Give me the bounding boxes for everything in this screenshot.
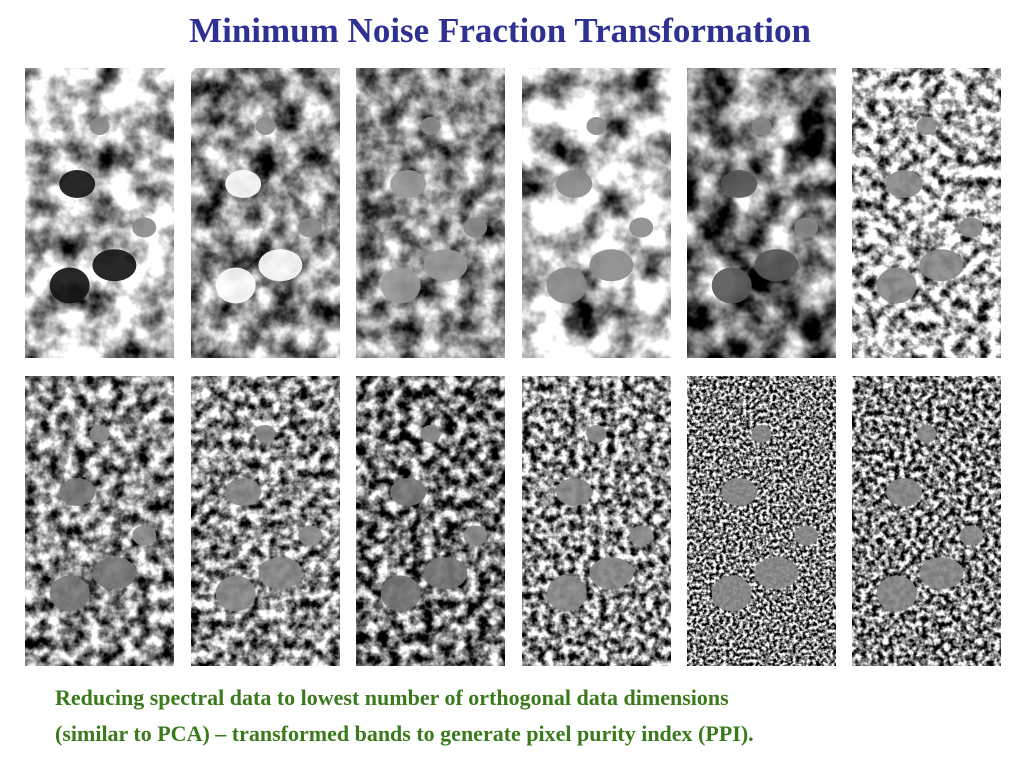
image-grid	[25, 68, 1001, 666]
masked-patch	[89, 117, 110, 135]
band-image	[687, 68, 836, 358]
masked-patch	[132, 525, 157, 546]
masked-patch	[49, 575, 90, 612]
band-texture	[852, 68, 1001, 358]
band-texture	[191, 68, 340, 358]
masked-patch	[876, 267, 917, 304]
masked-patch	[919, 557, 964, 590]
masked-patch	[586, 425, 607, 443]
masked-patch	[754, 557, 799, 590]
masked-patch	[89, 425, 110, 443]
masked-patch	[721, 170, 758, 198]
masked-patch	[876, 575, 917, 612]
masked-patch	[794, 217, 819, 238]
band-texture	[356, 68, 505, 358]
masked-patch	[380, 267, 421, 304]
masked-patch	[916, 117, 937, 135]
band-image	[356, 376, 505, 666]
masked-patch	[886, 170, 923, 198]
masked-patch	[298, 217, 323, 238]
masked-patch	[225, 478, 262, 506]
band-texture	[522, 376, 671, 666]
masked-patch	[546, 267, 587, 304]
masked-patch	[390, 478, 427, 506]
band-image	[522, 376, 671, 666]
masked-patch	[258, 249, 303, 282]
masked-patch	[721, 478, 758, 506]
masked-patch	[463, 217, 488, 238]
masked-patch	[959, 217, 984, 238]
masked-patch	[629, 525, 654, 546]
masked-patch	[215, 575, 256, 612]
band-image	[852, 68, 1001, 358]
masked-patch	[59, 478, 96, 506]
masked-patch	[556, 170, 593, 198]
masked-patch	[423, 557, 468, 590]
masked-patch	[556, 478, 593, 506]
masked-patch	[794, 525, 819, 546]
masked-patch	[546, 575, 587, 612]
masked-patch	[423, 249, 468, 282]
masked-patch	[380, 575, 421, 612]
masked-patch	[919, 249, 964, 282]
band-image	[356, 68, 505, 358]
band-texture	[25, 376, 174, 666]
masked-patch	[629, 217, 654, 238]
band-image	[852, 376, 1001, 666]
masked-patch	[92, 557, 137, 590]
masked-patch	[754, 249, 799, 282]
masked-patch	[886, 478, 923, 506]
band-texture	[191, 376, 340, 666]
caption-line: (similar to PCA) – transformed bands to …	[55, 721, 754, 746]
masked-patch	[59, 170, 96, 198]
masked-patch	[589, 557, 634, 590]
band-image	[522, 68, 671, 358]
masked-patch	[586, 117, 607, 135]
masked-patch	[751, 425, 772, 443]
masked-patch	[420, 425, 441, 443]
masked-patch	[258, 557, 303, 590]
band-texture	[687, 68, 836, 358]
masked-patch	[420, 117, 441, 135]
masked-patch	[751, 117, 772, 135]
masked-patch	[49, 267, 90, 304]
band-texture	[852, 376, 1001, 666]
band-texture	[25, 68, 174, 358]
masked-patch	[255, 117, 276, 135]
band-texture	[687, 376, 836, 666]
masked-patch	[711, 267, 752, 304]
masked-patch	[916, 425, 937, 443]
band-texture	[356, 376, 505, 666]
masked-patch	[255, 425, 276, 443]
band-image	[687, 376, 836, 666]
masked-patch	[589, 249, 634, 282]
band-image	[25, 68, 174, 358]
band-texture	[522, 68, 671, 358]
band-image	[191, 68, 340, 358]
masked-patch	[225, 170, 262, 198]
slide-title: Minimum Noise Fraction Transformation	[189, 11, 811, 50]
masked-patch	[298, 525, 323, 546]
caption-line: Reducing spectral data to lowest number …	[55, 685, 729, 710]
masked-patch	[390, 170, 427, 198]
band-image	[191, 376, 340, 666]
masked-patch	[711, 575, 752, 612]
masked-patch	[215, 267, 256, 304]
masked-patch	[92, 249, 137, 282]
masked-patch	[463, 525, 488, 546]
band-image	[25, 376, 174, 666]
masked-patch	[132, 217, 157, 238]
masked-patch	[959, 525, 984, 546]
